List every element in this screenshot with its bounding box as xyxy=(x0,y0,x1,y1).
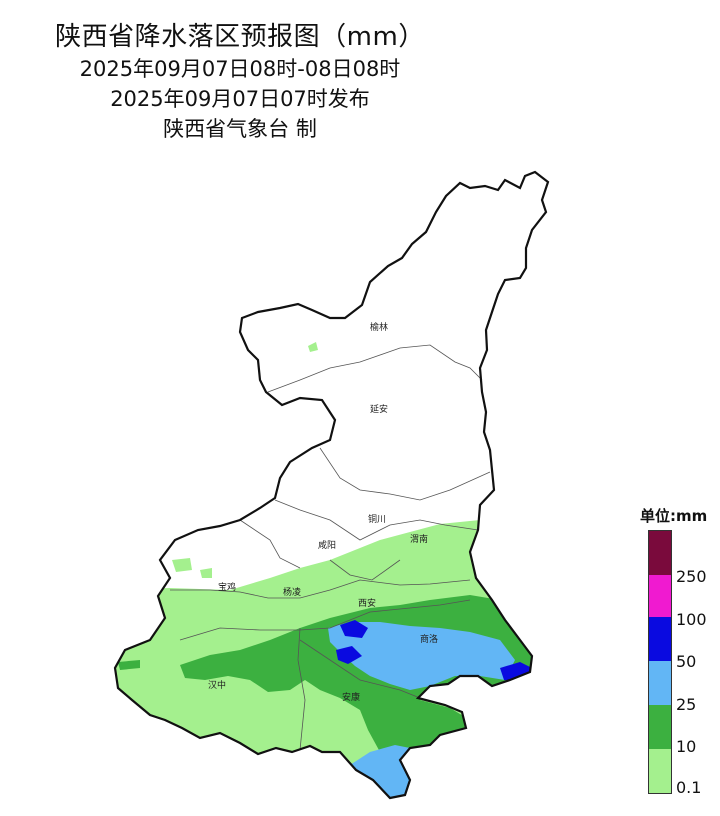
zone-light-rain-spot xyxy=(200,568,212,578)
legend-swatch-50-100 xyxy=(649,617,671,661)
zone-moderate-rain-spot xyxy=(118,660,140,670)
province-outline xyxy=(113,170,550,800)
legend-colorbar xyxy=(648,530,672,794)
map-title: 陕西省降水落区预报图（mm） xyxy=(55,22,425,52)
legend-swatch-0.1-10 xyxy=(649,749,671,793)
legend-label-100: 100 xyxy=(676,610,707,629)
legend-swatch-100-250 xyxy=(649,575,671,617)
legend-swatch-10-25 xyxy=(649,705,671,749)
legend-label-0.1: 0.1 xyxy=(676,778,702,797)
legend-label-50: 50 xyxy=(676,652,697,671)
forecast-period: 2025年09月07日08时-08日08时 xyxy=(79,57,401,81)
issue-time: 2025年09月07日07时发布 xyxy=(110,87,370,111)
title-block: 陕西省降水落区预报图（mm） 2025年09月07日08时-08日08时 202… xyxy=(20,20,460,144)
zone-rainstorm xyxy=(340,620,368,638)
legend-swatch-250-plus xyxy=(649,531,671,575)
city-label-shangluo: 商洛 xyxy=(420,633,438,645)
city-label-xian: 西安 xyxy=(358,597,376,609)
city-label-xianyang: 咸阳 xyxy=(318,539,336,551)
city-label-weinan: 渭南 xyxy=(410,533,428,545)
zone-heavy-rain xyxy=(328,622,515,690)
city-label-hanzhong: 汉中 xyxy=(208,679,226,691)
city-boundaries xyxy=(170,344,491,751)
zone-light-rain-spot xyxy=(172,558,192,572)
zone-rainstorm xyxy=(336,646,362,664)
legend-label-25: 25 xyxy=(676,695,697,714)
city-label-baoji: 宝鸡 xyxy=(218,581,236,593)
city-label-yangling: 杨凌 xyxy=(283,586,301,598)
city-label-yulin: 榆林 xyxy=(370,321,388,333)
zone-heavy-rain-south xyxy=(350,745,412,798)
zone-light-rain-north-spot xyxy=(308,342,318,352)
city-label-tongchuan: 铜川 xyxy=(368,513,386,525)
city-label-yanan: 延安 xyxy=(370,403,388,415)
issuer: 陕西省气象台 制 xyxy=(163,117,317,141)
legend-label-10: 10 xyxy=(676,737,697,756)
city-label-ankang: 安康 xyxy=(342,691,360,703)
legend-swatch-25-50 xyxy=(649,661,671,705)
legend-title: 单位:mm xyxy=(640,507,708,525)
legend-label-250: 250 xyxy=(676,567,707,586)
